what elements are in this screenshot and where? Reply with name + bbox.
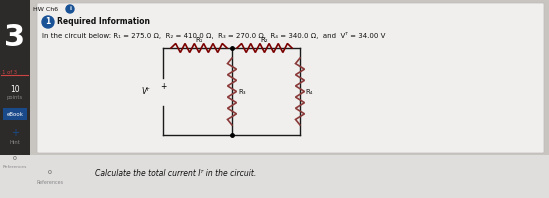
Text: 10: 10	[10, 86, 20, 94]
Text: Hint: Hint	[9, 140, 20, 145]
Text: R₃: R₃	[238, 89, 245, 94]
Text: +: +	[160, 82, 166, 91]
Text: Part 1 of 3: Part 1 of 3	[0, 69, 16, 74]
Circle shape	[66, 5, 74, 13]
Text: R₁: R₁	[195, 37, 203, 43]
Text: R₄: R₄	[305, 89, 312, 94]
Text: R₂: R₂	[261, 37, 268, 43]
Text: 0: 0	[13, 155, 17, 161]
Text: HW Ch6: HW Ch6	[33, 7, 58, 12]
Text: Vᵀ: Vᵀ	[141, 87, 149, 96]
FancyBboxPatch shape	[37, 3, 544, 153]
Text: References: References	[36, 181, 64, 186]
Text: Calculate the total current Iᵀ in the circuit.: Calculate the total current Iᵀ in the ci…	[95, 169, 256, 179]
Text: eBook: eBook	[7, 111, 24, 116]
Circle shape	[42, 16, 54, 28]
Text: In the circuit below: R₁ = 275.0 Ω,  R₂ = 410.0 Ω,  R₃ = 270.0 Ω,  R₄ = 340.0 Ω,: In the circuit below: R₁ = 275.0 Ω, R₂ =…	[42, 32, 385, 39]
Text: points: points	[7, 94, 23, 100]
FancyBboxPatch shape	[0, 155, 549, 198]
Text: 0: 0	[48, 169, 52, 174]
Text: 1: 1	[46, 17, 51, 27]
FancyBboxPatch shape	[3, 108, 27, 120]
Text: +: +	[11, 128, 19, 138]
FancyBboxPatch shape	[0, 0, 30, 198]
Text: Required Information: Required Information	[57, 17, 150, 27]
Text: References: References	[3, 165, 27, 169]
Text: i: i	[69, 7, 71, 11]
Text: 3: 3	[4, 24, 26, 52]
